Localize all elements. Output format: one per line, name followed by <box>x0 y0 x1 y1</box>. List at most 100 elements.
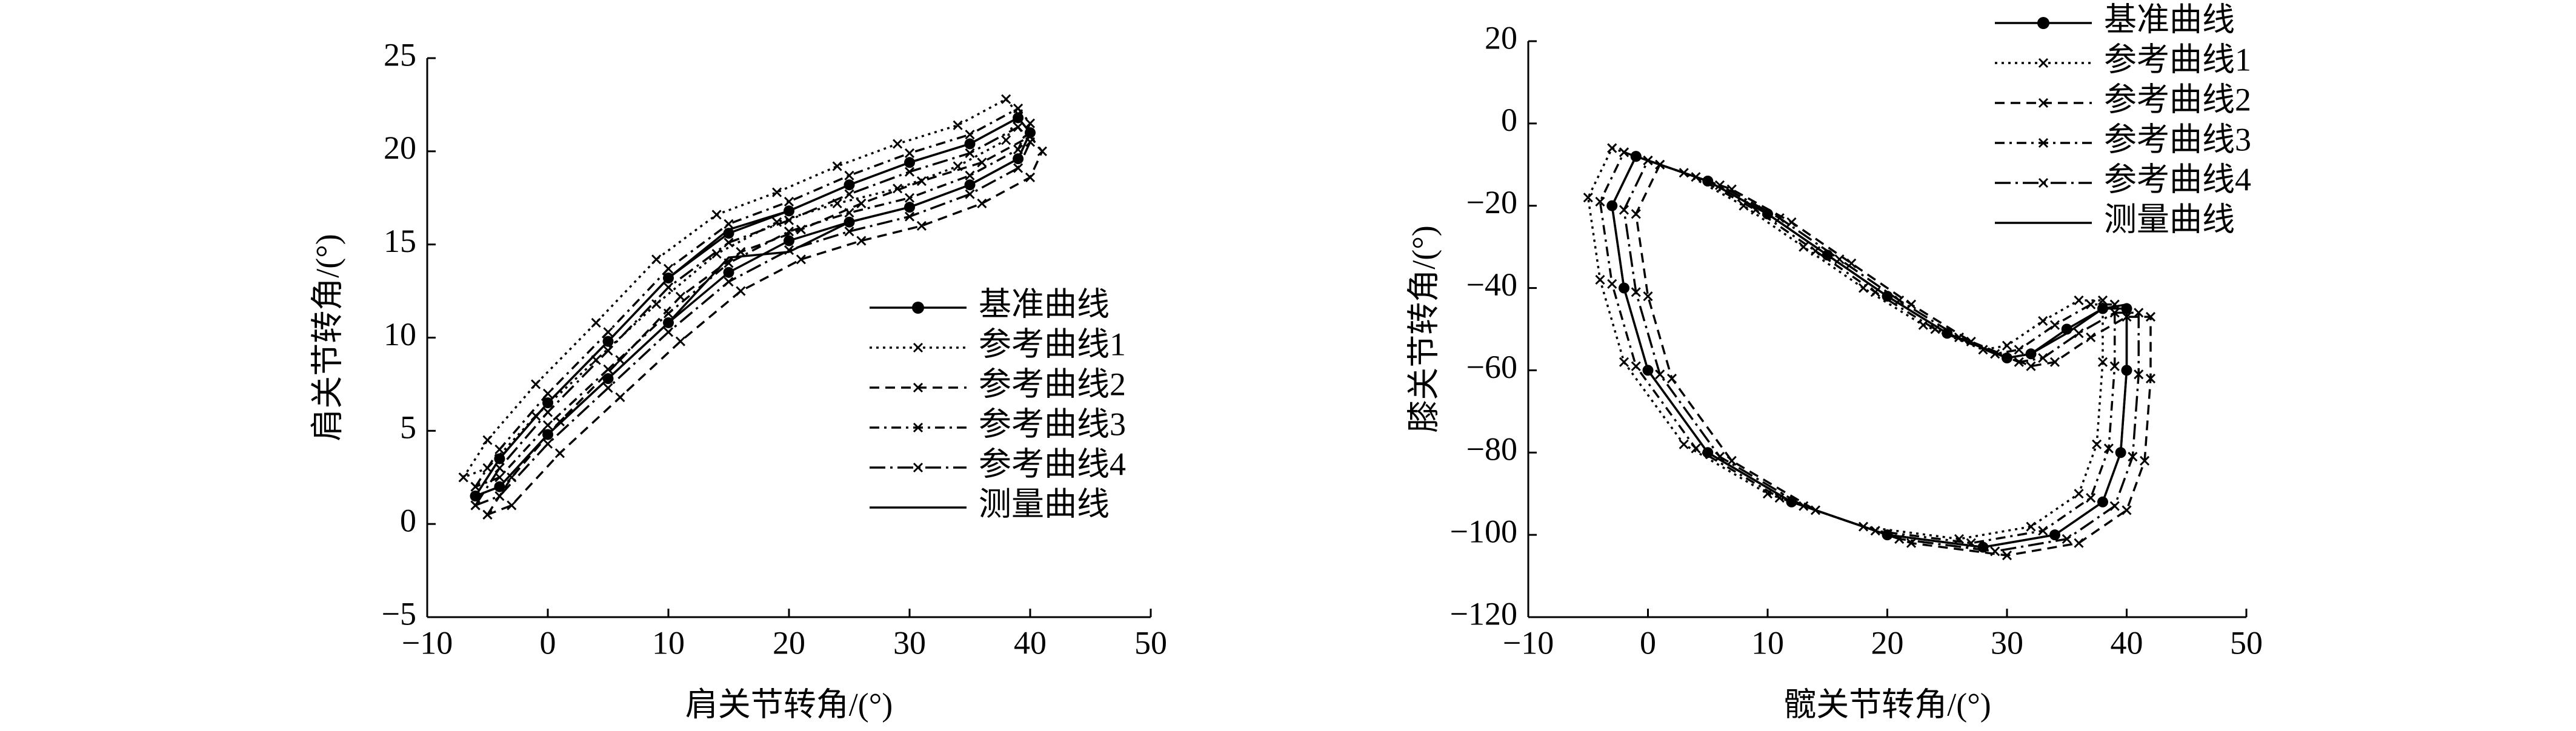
x-tick-label: 0 <box>1640 624 1656 661</box>
marker <box>2074 538 2084 548</box>
y-tick-label: 20 <box>1485 19 1517 56</box>
marker <box>1013 104 1023 114</box>
marker <box>663 308 674 319</box>
x-tick-label: 10 <box>1751 624 1784 661</box>
marker <box>832 161 842 171</box>
marker <box>675 291 685 302</box>
marker <box>1001 94 1011 104</box>
marker <box>965 130 975 140</box>
x-tick-label: −10 <box>1503 624 1554 661</box>
marker <box>977 198 987 209</box>
marker <box>2128 452 2138 462</box>
legend-label: 参考曲线4 <box>979 446 1126 482</box>
marker <box>2002 340 2012 351</box>
marker <box>542 407 553 417</box>
legend-marker <box>913 462 924 473</box>
series-line <box>1611 155 2128 549</box>
series <box>1631 159 2156 561</box>
marker <box>844 227 854 237</box>
marker <box>1666 373 1677 384</box>
marker <box>1595 274 1605 285</box>
marker <box>2097 295 2108 306</box>
marker <box>772 187 782 197</box>
marker <box>1025 172 1036 182</box>
marker <box>2049 357 2060 367</box>
marker <box>904 193 915 203</box>
series-line <box>474 116 1032 497</box>
marker <box>603 364 613 374</box>
y-tick-label: 15 <box>384 223 416 259</box>
marker <box>2062 534 2072 544</box>
marker <box>1001 135 1011 145</box>
legend-label: 参考曲线3 <box>979 406 1126 442</box>
x-axis-label: 肩关节转角/(°) <box>685 686 893 723</box>
marker <box>904 167 915 177</box>
marker <box>2086 332 2096 343</box>
marker <box>1990 546 2000 557</box>
marker <box>1037 146 1047 156</box>
y-tick-label: 0 <box>1501 102 1517 138</box>
marker <box>965 170 975 180</box>
marker <box>2145 373 2156 384</box>
x-tick-label: 50 <box>2230 624 2263 661</box>
marker <box>615 355 625 365</box>
marker <box>856 198 867 209</box>
x-tick-label: 50 <box>1134 624 1167 661</box>
series-line <box>474 107 1032 488</box>
marker <box>494 463 505 473</box>
marker <box>893 184 903 194</box>
marker <box>603 383 613 393</box>
series-line <box>1599 151 2116 544</box>
marker <box>2109 501 2120 511</box>
marker <box>482 509 493 520</box>
marker <box>711 248 722 259</box>
y-tick-label: −40 <box>1466 266 1517 303</box>
marker <box>2109 361 2120 371</box>
marker <box>2140 455 2150 466</box>
marker <box>1714 452 1725 462</box>
legend-label: 参考曲线2 <box>2104 81 2251 117</box>
marker <box>1619 357 1629 367</box>
series-line <box>1586 147 2104 540</box>
x-tick-label: 20 <box>1871 624 1904 661</box>
marker <box>977 157 987 168</box>
marker <box>1643 291 1653 302</box>
marker <box>1930 324 1940 334</box>
marker <box>1786 217 1797 227</box>
marker <box>2074 295 2084 306</box>
marker <box>2097 357 2108 367</box>
marker <box>542 438 553 449</box>
series <box>482 131 1047 520</box>
marker <box>2038 526 2048 536</box>
marker <box>2038 352 2048 363</box>
marker <box>844 170 854 180</box>
series <box>1611 155 2128 549</box>
y-tick-label: −5 <box>382 595 416 632</box>
legend-label: 参考曲线1 <box>2104 41 2251 78</box>
marker <box>2086 492 2096 503</box>
marker <box>916 176 927 187</box>
marker <box>2026 521 2036 532</box>
marker <box>1013 122 1023 132</box>
marker <box>916 220 927 231</box>
marker <box>965 189 975 199</box>
marker <box>723 266 734 278</box>
series-line <box>474 125 1032 507</box>
marker <box>772 217 782 227</box>
series <box>470 122 1036 511</box>
marker <box>554 448 565 458</box>
legend-label: 参考曲线2 <box>979 366 1126 402</box>
marker <box>1631 287 1641 297</box>
x-tick-label: 0 <box>540 624 556 661</box>
marker <box>711 210 722 220</box>
series <box>470 104 1036 492</box>
marker <box>494 445 505 455</box>
marker <box>844 208 854 218</box>
marker <box>615 392 625 403</box>
marker <box>2026 361 2036 371</box>
marker <box>724 277 734 287</box>
marker <box>893 139 903 149</box>
marker <box>1762 489 1773 499</box>
marker <box>1607 143 1617 153</box>
